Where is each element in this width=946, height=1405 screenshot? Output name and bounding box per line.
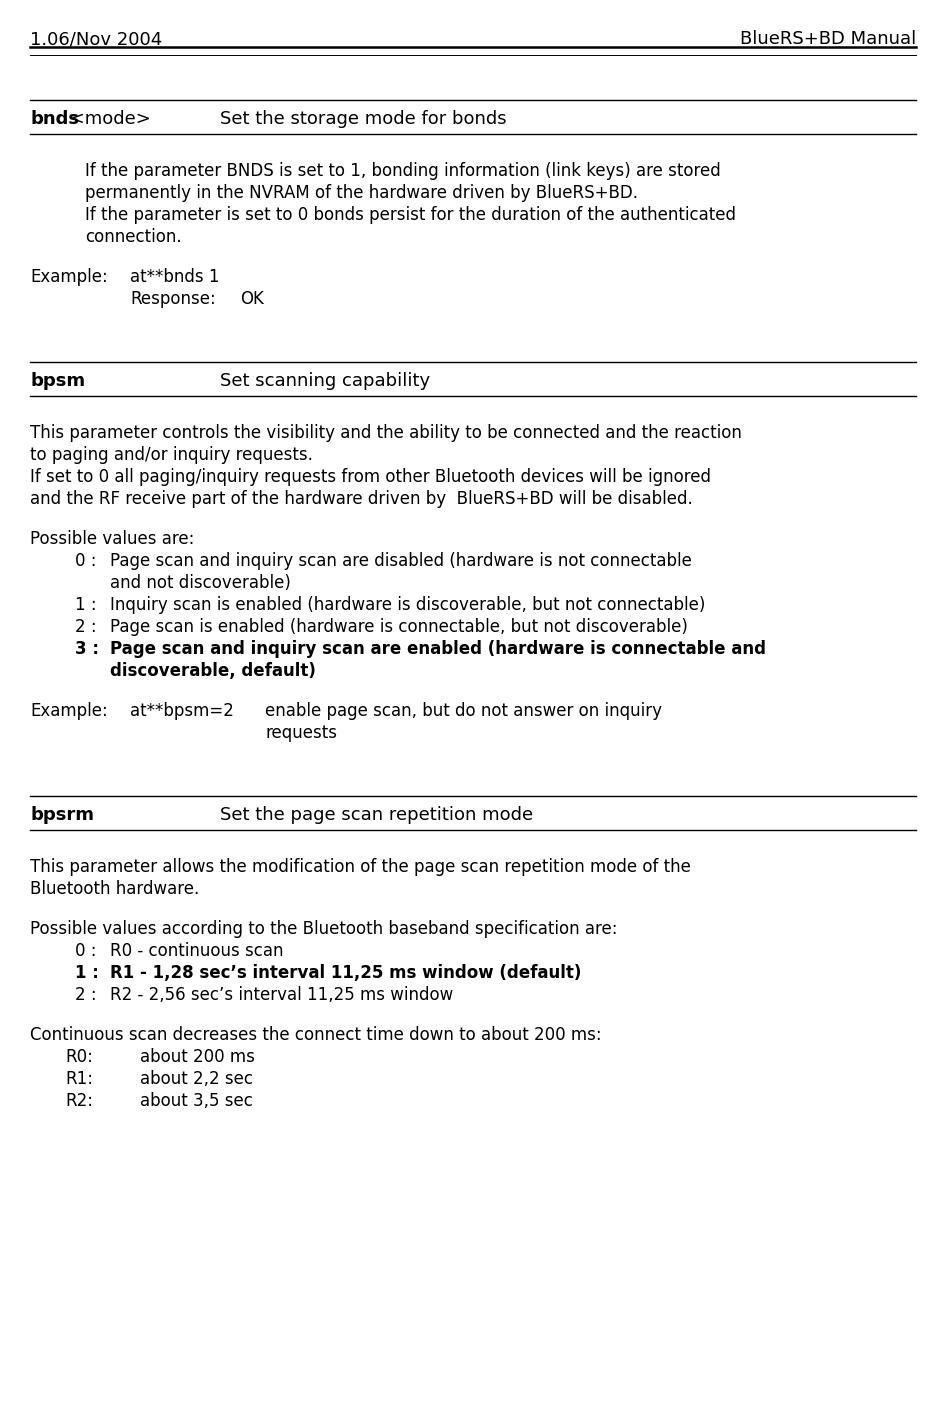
Text: Example:: Example: bbox=[30, 702, 108, 719]
Text: Response:: Response: bbox=[130, 289, 216, 308]
Text: requests: requests bbox=[265, 724, 337, 742]
Text: 2 :: 2 : bbox=[75, 618, 96, 636]
Text: If the parameter BNDS is set to 1, bonding information (link keys) are stored: If the parameter BNDS is set to 1, bondi… bbox=[85, 162, 721, 180]
Text: Possible values are:: Possible values are: bbox=[30, 530, 194, 548]
Text: 0 :: 0 : bbox=[75, 552, 96, 570]
Text: BlueRS+BD Manual: BlueRS+BD Manual bbox=[740, 30, 916, 48]
Text: This parameter controls the visibility and the ability to be connected and the r: This parameter controls the visibility a… bbox=[30, 424, 742, 443]
Text: 3 :: 3 : bbox=[75, 641, 99, 658]
Text: OK: OK bbox=[240, 289, 264, 308]
Text: bpsrm: bpsrm bbox=[30, 806, 94, 823]
Text: discoverable, default): discoverable, default) bbox=[110, 662, 316, 680]
Text: Inquiry scan is enabled (hardware is discoverable, but not connectable): Inquiry scan is enabled (hardware is dis… bbox=[110, 596, 706, 614]
Text: Page scan and inquiry scan are enabled (hardware is connectable and: Page scan and inquiry scan are enabled (… bbox=[110, 641, 766, 658]
Text: about 200 ms: about 200 ms bbox=[140, 1048, 254, 1066]
Text: at**bnds 1: at**bnds 1 bbox=[130, 268, 219, 287]
Text: bpsm: bpsm bbox=[30, 372, 85, 391]
Text: Set the page scan repetition mode: Set the page scan repetition mode bbox=[220, 806, 534, 823]
Text: This parameter allows the modification of the page scan repetition mode of the: This parameter allows the modification o… bbox=[30, 858, 691, 875]
Text: R2 - 2,56 sec’s interval 11,25 ms window: R2 - 2,56 sec’s interval 11,25 ms window bbox=[110, 986, 453, 1005]
Text: Bluetooth hardware.: Bluetooth hardware. bbox=[30, 880, 200, 898]
Text: 1 :: 1 : bbox=[75, 964, 99, 982]
Text: If the parameter is set to 0 bonds persist for the duration of the authenticated: If the parameter is set to 0 bonds persi… bbox=[85, 207, 736, 223]
Text: permanently in the NVRAM of the hardware driven by BlueRS+BD.: permanently in the NVRAM of the hardware… bbox=[85, 184, 638, 202]
Text: about 2,2 sec: about 2,2 sec bbox=[140, 1071, 253, 1087]
Text: and the RF receive part of the hardware driven by  BlueRS+BD will be disabled.: and the RF receive part of the hardware … bbox=[30, 490, 692, 509]
Text: 1.06/Nov 2004: 1.06/Nov 2004 bbox=[30, 30, 163, 48]
Text: <mode>: <mode> bbox=[64, 110, 150, 128]
Text: Continuous scan decreases the connect time down to about 200 ms:: Continuous scan decreases the connect ti… bbox=[30, 1026, 602, 1044]
Text: connection.: connection. bbox=[85, 228, 182, 246]
Text: about 3,5 sec: about 3,5 sec bbox=[140, 1092, 253, 1110]
Text: R0:: R0: bbox=[65, 1048, 93, 1066]
Text: bnds: bnds bbox=[30, 110, 79, 128]
Text: R0 - continuous scan: R0 - continuous scan bbox=[110, 941, 284, 960]
Text: Example:: Example: bbox=[30, 268, 108, 287]
Text: and not discoverable): and not discoverable) bbox=[110, 575, 290, 592]
Text: 0 :: 0 : bbox=[75, 941, 96, 960]
Text: 2 :: 2 : bbox=[75, 986, 96, 1005]
Text: 1 :: 1 : bbox=[75, 596, 96, 614]
Text: to paging and/or inquiry requests.: to paging and/or inquiry requests. bbox=[30, 445, 313, 464]
Text: enable page scan, but do not answer on inquiry: enable page scan, but do not answer on i… bbox=[265, 702, 662, 719]
Text: at**bpsm=2: at**bpsm=2 bbox=[130, 702, 234, 719]
Text: Possible values according to the Bluetooth baseband specification are:: Possible values according to the Bluetoo… bbox=[30, 920, 618, 939]
Text: R2:: R2: bbox=[65, 1092, 93, 1110]
Text: Set the storage mode for bonds: Set the storage mode for bonds bbox=[220, 110, 507, 128]
Text: Page scan and inquiry scan are disabled (hardware is not connectable: Page scan and inquiry scan are disabled … bbox=[110, 552, 692, 570]
Text: Page scan is enabled (hardware is connectable, but not discoverable): Page scan is enabled (hardware is connec… bbox=[110, 618, 688, 636]
Text: If set to 0 all paging/inquiry requests from other Bluetooth devices will be ign: If set to 0 all paging/inquiry requests … bbox=[30, 468, 711, 486]
Text: R1:: R1: bbox=[65, 1071, 93, 1087]
Text: Set scanning capability: Set scanning capability bbox=[220, 372, 430, 391]
Text: R1 - 1,28 sec’s interval 11,25 ms window (default): R1 - 1,28 sec’s interval 11,25 ms window… bbox=[110, 964, 582, 982]
